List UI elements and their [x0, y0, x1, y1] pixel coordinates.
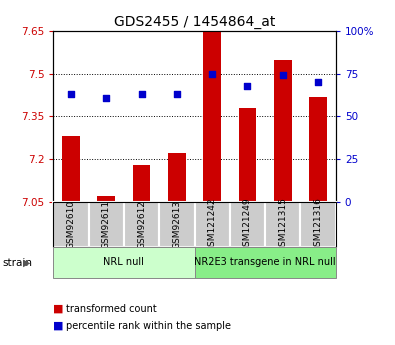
- Text: GSM121316: GSM121316: [314, 197, 323, 252]
- Text: strain: strain: [2, 258, 32, 268]
- Point: [174, 91, 180, 97]
- Bar: [195, 202, 230, 247]
- Bar: [53, 247, 195, 278]
- Bar: [309, 97, 327, 202]
- Bar: [124, 202, 159, 247]
- Text: percentile rank within the sample: percentile rank within the sample: [66, 321, 231, 331]
- Text: GSM92613: GSM92613: [172, 200, 181, 249]
- Text: GSM121242: GSM121242: [208, 197, 217, 252]
- Point: [280, 73, 286, 78]
- Bar: [168, 154, 186, 202]
- Text: GSM92610: GSM92610: [66, 200, 75, 249]
- Point: [315, 80, 321, 85]
- Point: [245, 83, 251, 88]
- Bar: [159, 202, 194, 247]
- Text: ■: ■: [53, 321, 64, 331]
- Bar: [195, 247, 336, 278]
- Point: [138, 91, 145, 97]
- Bar: [301, 202, 336, 247]
- Bar: [53, 202, 88, 247]
- Bar: [133, 165, 150, 202]
- Bar: [239, 108, 256, 202]
- Point: [209, 71, 215, 77]
- Title: GDS2455 / 1454864_at: GDS2455 / 1454864_at: [114, 14, 275, 29]
- Bar: [265, 202, 301, 247]
- Text: ▶: ▶: [23, 258, 30, 268]
- Text: GSM92612: GSM92612: [137, 200, 146, 249]
- Bar: [62, 136, 80, 202]
- Bar: [203, 31, 221, 202]
- Text: NRL null: NRL null: [103, 257, 144, 267]
- Text: ■: ■: [53, 304, 64, 314]
- Text: NR2E3 transgene in NRL null: NR2E3 transgene in NRL null: [194, 257, 336, 267]
- Point: [103, 95, 109, 100]
- Bar: [274, 59, 292, 202]
- Bar: [230, 202, 265, 247]
- Text: GSM121249: GSM121249: [243, 197, 252, 252]
- Text: GSM121315: GSM121315: [278, 197, 287, 252]
- Bar: [88, 202, 124, 247]
- Text: transformed count: transformed count: [66, 304, 157, 314]
- Bar: [98, 196, 115, 202]
- Point: [68, 91, 74, 97]
- Text: GSM92611: GSM92611: [102, 200, 111, 249]
